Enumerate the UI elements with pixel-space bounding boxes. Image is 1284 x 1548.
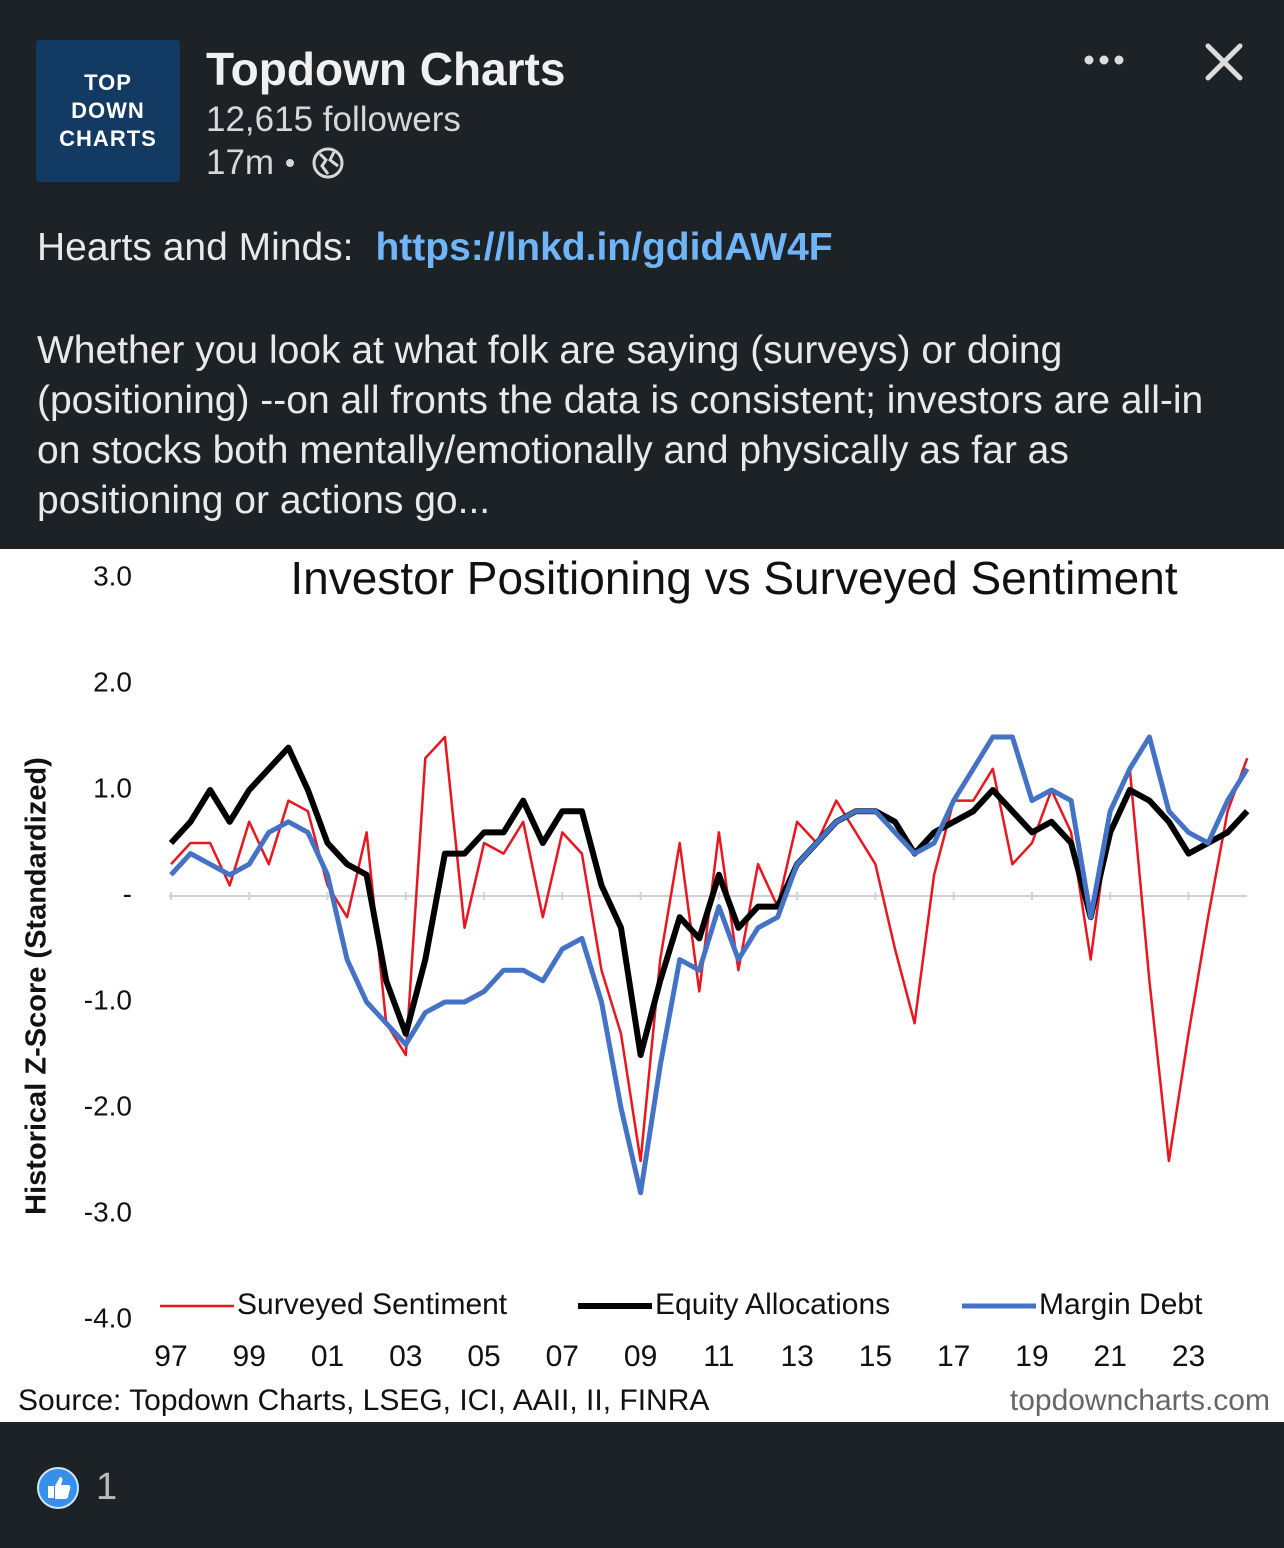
x-tick-label: 13 xyxy=(780,1340,813,1373)
x-tick-label: 05 xyxy=(467,1340,500,1373)
x-tick-label: 23 xyxy=(1172,1340,1205,1373)
x-tick-label: 21 xyxy=(1094,1340,1127,1373)
watermark: topdowncharts.com xyxy=(1010,1384,1270,1417)
y-tick-label: 3.0 xyxy=(93,560,132,591)
post-link[interactable]: https://lnkd.in/gdidAW4F xyxy=(375,226,833,269)
post-intro: Hearts and Minds: https://lnkd.in/gdidAW4… xyxy=(37,226,833,270)
y-tick-label: 2.0 xyxy=(93,666,132,697)
y-tick-label: -1.0 xyxy=(84,984,132,1015)
like-icon[interactable] xyxy=(36,1466,84,1510)
x-tick-label: 11 xyxy=(703,1340,734,1373)
legend-label: Surveyed Sentiment xyxy=(237,1288,508,1321)
chart-source: Source: Topdown Charts, LSEG, ICI, AAII,… xyxy=(18,1384,709,1417)
y-tick-label: - xyxy=(123,878,132,909)
reaction-count[interactable]: 1 xyxy=(96,1466,118,1508)
y-tick-label: 1.0 xyxy=(93,772,132,803)
company-logo[interactable]: TOP DOWN CHARTS xyxy=(36,40,180,182)
x-tick-label: 17 xyxy=(937,1340,970,1373)
chart: Investor Positioning vs Surveyed Sentime… xyxy=(0,549,1284,1422)
x-tick-label: 09 xyxy=(624,1340,657,1373)
close-button[interactable] xyxy=(1200,38,1248,86)
x-tick-label: 01 xyxy=(311,1340,344,1373)
x-tick-label: 03 xyxy=(389,1340,422,1373)
x-tick-label: 19 xyxy=(1015,1340,1048,1373)
visibility-icons xyxy=(286,147,344,179)
x-tick-label: 15 xyxy=(859,1340,892,1373)
author-name[interactable]: Topdown Charts xyxy=(206,43,566,95)
legend-label: Margin Debt xyxy=(1039,1288,1203,1321)
x-tick-label: 99 xyxy=(233,1340,266,1373)
intro-text: Hearts and Minds: xyxy=(37,226,354,269)
post-time: 17m xyxy=(206,143,275,182)
post-body: Whether you look at what folk are saying… xyxy=(37,329,1204,522)
chart-title: Investor Positioning vs Surveyed Sentime… xyxy=(290,552,1177,604)
y-tick-label: -3.0 xyxy=(84,1196,132,1227)
legend-label: Equity Allocations xyxy=(655,1288,890,1321)
x-tick-label: 07 xyxy=(546,1340,579,1373)
y-tick-label: -4.0 xyxy=(84,1302,132,1333)
series-line xyxy=(169,734,1250,1196)
series-line xyxy=(168,744,1250,1058)
x-tick-label: 97 xyxy=(154,1340,187,1373)
series-line xyxy=(170,735,1249,1163)
follower-count: 12,615 followers xyxy=(206,100,461,139)
y-tick-label: -2.0 xyxy=(84,1090,132,1121)
more-button[interactable] xyxy=(1080,48,1130,72)
logo-text: DOWN xyxy=(71,98,145,123)
y-axis-label: Historical Z-Score (Standardized) xyxy=(21,757,53,1215)
logo-text: CHARTS xyxy=(59,126,157,151)
logo-text: TOP xyxy=(84,70,132,95)
